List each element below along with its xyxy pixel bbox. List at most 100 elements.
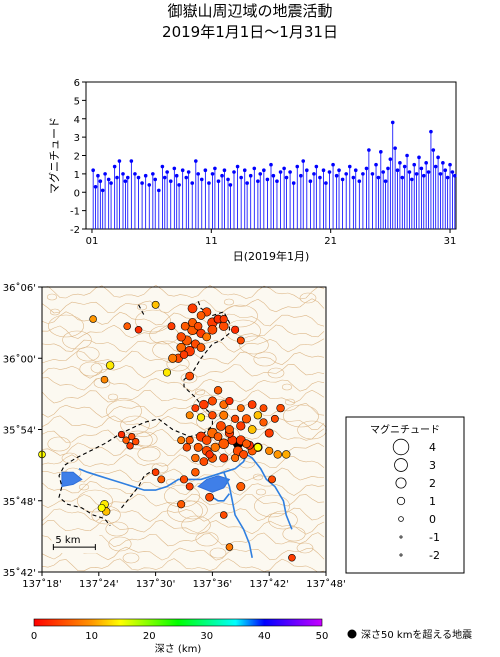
- contour-line: [41, 558, 325, 573]
- contour-ring: [76, 346, 100, 362]
- earthquake-marker: [123, 322, 131, 330]
- y-tick-label: 6: [74, 78, 80, 89]
- contour-line: [41, 507, 325, 522]
- event-point: [222, 168, 227, 172]
- earthquake-marker: [122, 436, 130, 444]
- event-point: [226, 177, 230, 182]
- event-point: [96, 173, 100, 178]
- earthquake-marker: [253, 411, 263, 420]
- earthquake-marker: [89, 315, 97, 323]
- event-point: [433, 164, 438, 169]
- earthquake-marker: [270, 414, 279, 423]
- contour-ring: [165, 478, 177, 486]
- longitude-label: 137˚30': [136, 578, 176, 590]
- event-point: [390, 120, 395, 125]
- event-point: [210, 172, 215, 176]
- contour-ring: [239, 335, 269, 355]
- earthquake-marker: [117, 430, 126, 439]
- event-point: [364, 166, 369, 171]
- earthquake-marker: [207, 324, 218, 335]
- event-point: [376, 175, 381, 180]
- event-point: [109, 181, 113, 185]
- event-point: [448, 162, 452, 167]
- event-point: [93, 184, 98, 189]
- contour-ring: [48, 314, 84, 338]
- earthquake-marker: [180, 321, 190, 331]
- contour-ring: [181, 515, 211, 535]
- event-point: [123, 179, 128, 184]
- event-point: [265, 177, 270, 182]
- event-point: [299, 173, 303, 178]
- earthquake-marker: [157, 475, 166, 484]
- event-point: [410, 177, 414, 182]
- longitude-label: 137˚48': [306, 578, 346, 590]
- event-point: [162, 175, 167, 180]
- contour-ring: [296, 542, 314, 554]
- earthquake-marker: [191, 468, 200, 477]
- earthquake-marker: [193, 442, 203, 452]
- contour-ring: [107, 393, 119, 401]
- event-point: [174, 173, 179, 178]
- event-point: [168, 179, 173, 184]
- contour-ring: [195, 531, 219, 547]
- event-point: [160, 164, 165, 169]
- event-point: [395, 168, 400, 172]
- contour-ring: [136, 303, 148, 311]
- event-point: [426, 170, 431, 174]
- magnitude-legend-label: -2: [429, 549, 440, 562]
- contour-ring: [284, 398, 296, 406]
- earthquake-marker: [236, 421, 246, 431]
- magnitude-legend-symbol: [394, 458, 408, 472]
- event-point: [184, 175, 189, 180]
- event-point: [400, 175, 405, 180]
- event-point: [405, 153, 409, 158]
- x-tick-label: 21: [324, 236, 337, 247]
- earthquake-marker: [210, 442, 220, 452]
- earthquake-marker: [231, 325, 240, 334]
- event-point: [383, 179, 388, 184]
- depth-tick-label: 20: [143, 631, 156, 642]
- deep-event-legend-label: 深さ50 kmを超える地震: [361, 628, 472, 641]
- contour-ring: [167, 499, 203, 523]
- contour-ring: [209, 547, 227, 559]
- event-point: [379, 150, 383, 154]
- contour-ring: [238, 457, 256, 469]
- x-axis-label: 日(2019年1月): [233, 249, 310, 263]
- event-point: [103, 172, 107, 176]
- y-axis-label: マグニチュード: [47, 117, 61, 194]
- contour-line: [41, 298, 325, 314]
- earthquake-marker: [218, 438, 230, 450]
- epicenter-map: 5 km 137˚18' 137˚24' 137˚30' 137˚36' 137˚42' 1…: [3, 282, 472, 655]
- event-point: [361, 172, 365, 176]
- contour-ring: [299, 292, 317, 304]
- event-point: [386, 166, 390, 171]
- earthquake-marker: [231, 453, 240, 463]
- contour-ring: [122, 552, 140, 564]
- contour-line: [41, 285, 325, 300]
- contour-ring: [46, 293, 58, 301]
- earthquake-marker: [187, 303, 198, 314]
- longitude-label: 137˚36': [193, 578, 233, 590]
- event-point: [216, 179, 221, 184]
- earthquake-marker: [199, 457, 209, 466]
- contour-ring: [253, 351, 277, 367]
- event-point: [301, 159, 306, 163]
- earthquake-marker: [231, 414, 240, 423]
- river: [211, 493, 231, 502]
- magnitude-legend-symbol: [395, 477, 407, 489]
- earthquake-marker: [185, 482, 194, 491]
- chart-title-line2: 2019年1月1日〜1月31日: [162, 23, 338, 41]
- earthquake-marker: [236, 404, 245, 413]
- depth-color-bar: [33, 618, 323, 627]
- contour-ring: [281, 383, 293, 391]
- event-point: [419, 166, 424, 171]
- event-point: [147, 183, 152, 187]
- event-point: [414, 172, 419, 176]
- event-point: [370, 172, 375, 176]
- event-point: [262, 168, 266, 172]
- earthquake-marker: [185, 411, 194, 420]
- contour-line: [41, 519, 325, 535]
- event-point: [381, 170, 385, 174]
- event-point: [271, 173, 276, 178]
- magnitude-legend-label: 0: [429, 513, 436, 526]
